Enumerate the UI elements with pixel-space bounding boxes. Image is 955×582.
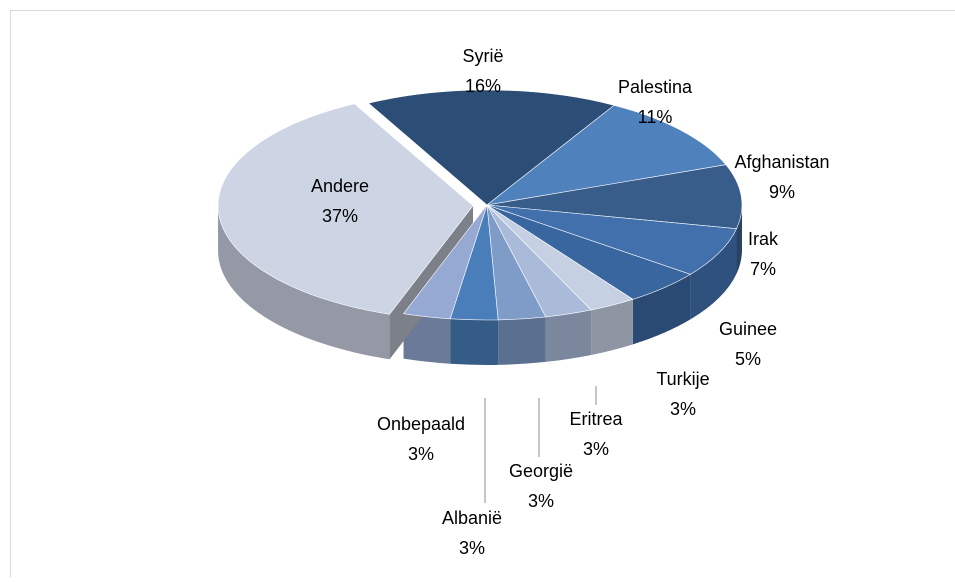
slice-label: Palestina	[618, 77, 693, 97]
slice-value-label: 7%	[750, 259, 776, 279]
slice-value-label: 9%	[769, 182, 795, 202]
slice-value-label: 3%	[408, 444, 434, 464]
slice-value-label: 37%	[322, 206, 358, 226]
slice-label: Afghanistan	[734, 152, 829, 172]
slice-value-label: 3%	[528, 491, 554, 511]
slice-value-label: 5%	[735, 349, 761, 369]
slice-label: Onbepaald	[377, 414, 465, 434]
slice-label: Guinee	[719, 319, 777, 339]
slice-value-label: 11%	[638, 107, 673, 127]
slice-label: Eritrea	[569, 409, 623, 429]
slice-value-label: 3%	[459, 538, 485, 558]
slice-side	[498, 317, 546, 365]
slice-label: Georgië	[509, 461, 573, 481]
slice-label: Turkije	[656, 369, 709, 389]
slice-value-label: 16%	[465, 76, 501, 96]
slice-side	[546, 310, 591, 362]
slice-value-label: 3%	[670, 399, 696, 419]
slice-label: Albanië	[442, 508, 502, 528]
slice-label: Irak	[748, 229, 779, 249]
slice-label: Syrië	[462, 46, 503, 66]
slice-value-label: 3%	[583, 439, 609, 459]
slice-side	[450, 319, 498, 365]
slice-label: Andere	[311, 176, 369, 196]
